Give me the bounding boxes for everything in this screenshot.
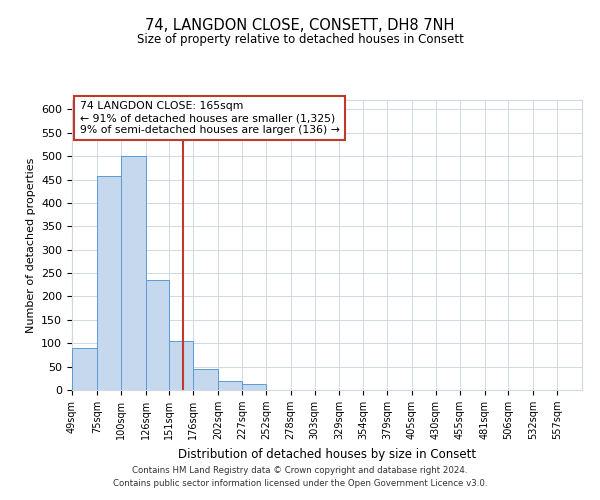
Text: Size of property relative to detached houses in Consett: Size of property relative to detached ho… (137, 32, 463, 46)
Bar (242, 384, 266, 390)
Text: 74, LANGDON CLOSE, CONSETT, DH8 7NH: 74, LANGDON CLOSE, CONSETT, DH8 7NH (145, 18, 455, 32)
Text: Contains HM Land Registry data © Crown copyright and database right 2024.
Contai: Contains HM Land Registry data © Crown c… (113, 466, 487, 487)
X-axis label: Distribution of detached houses by size in Consett: Distribution of detached houses by size … (178, 448, 476, 460)
Bar (169, 341, 193, 390)
Bar (97, 176, 121, 390)
Text: 74 LANGDON CLOSE: 165sqm
← 91% of detached houses are smaller (1,325)
9% of semi: 74 LANGDON CLOSE: 165sqm ← 91% of detach… (80, 102, 340, 134)
Bar (193, 369, 218, 390)
Bar (218, 380, 242, 390)
Bar (146, 280, 169, 390)
Bar (121, 156, 146, 390)
Bar (72, 348, 97, 390)
Y-axis label: Number of detached properties: Number of detached properties (26, 158, 35, 332)
